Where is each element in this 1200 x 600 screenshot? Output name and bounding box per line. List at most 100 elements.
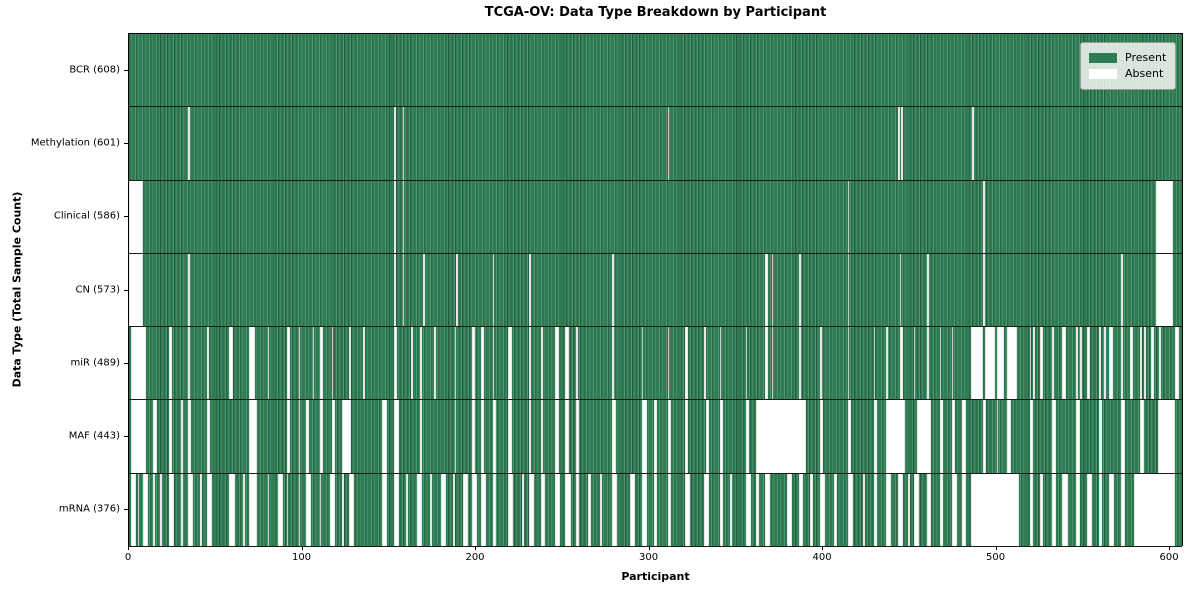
absent-stripe xyxy=(492,400,497,473)
absent-stripe xyxy=(982,180,985,253)
absent-stripe xyxy=(187,400,192,473)
absent-stripe xyxy=(641,400,647,473)
absent-stripe xyxy=(962,400,966,473)
absent-stripe xyxy=(298,327,301,400)
absent-stripe xyxy=(319,400,323,473)
x-tick-label-0: 0 xyxy=(124,552,132,563)
absent-stripe xyxy=(667,327,670,400)
absent-stripe xyxy=(1157,400,1176,473)
legend-item-present: Present xyxy=(1089,51,1167,65)
absent-stripe xyxy=(833,473,838,546)
absent-stripe xyxy=(612,327,614,400)
absent-stripe xyxy=(471,473,478,546)
y-tick-mark xyxy=(124,436,128,438)
absent-stripe xyxy=(873,327,876,400)
x-tick-mark xyxy=(995,546,997,550)
absent-stripe xyxy=(575,327,578,400)
absent-stripe xyxy=(142,473,149,546)
absent-stripe xyxy=(820,327,822,400)
absent-stripe xyxy=(764,253,769,327)
absent-stripe xyxy=(402,180,405,253)
absent-stripe xyxy=(286,400,291,473)
absent-stripe xyxy=(206,327,209,400)
absent-stripe xyxy=(653,400,658,473)
absent-stripe xyxy=(452,473,455,546)
x-tick-label-600: 600 xyxy=(1159,552,1179,563)
absent-stripe xyxy=(641,473,647,546)
absent-stripe xyxy=(565,473,571,546)
absent-stripe xyxy=(939,400,943,473)
absent-stripe xyxy=(180,473,183,546)
y-tick-label-cn: CN (573) xyxy=(75,284,120,295)
absent-stripe xyxy=(897,473,904,546)
absent-stripe xyxy=(575,400,580,473)
absent-stripe xyxy=(541,327,543,400)
absent-stripe xyxy=(480,473,486,546)
absent-stripe xyxy=(996,327,1004,400)
absent-stripe xyxy=(187,473,194,546)
present-swatch xyxy=(1089,53,1117,63)
absent-stripe xyxy=(393,327,398,400)
heatmap-row-bcr xyxy=(129,34,1182,108)
absent-stripe xyxy=(248,473,258,546)
absent-stripe xyxy=(423,253,426,327)
absent-stripe xyxy=(885,327,888,400)
absent-stripe xyxy=(1121,253,1124,327)
absent-stripe xyxy=(393,400,400,473)
absent-stripe xyxy=(771,327,774,400)
absent-swatch xyxy=(1089,69,1117,79)
absent-stripe xyxy=(847,180,850,253)
absent-stripe xyxy=(799,473,803,546)
heatmap-row-cn xyxy=(129,253,1182,328)
absent-stripe xyxy=(1156,253,1174,327)
absent-stripe xyxy=(187,327,190,400)
absent-stripe xyxy=(305,473,311,546)
absent-stripe xyxy=(1086,473,1092,546)
absent-stripe xyxy=(555,400,559,473)
absent-stripe xyxy=(1062,327,1066,400)
absent-stripe xyxy=(492,327,495,400)
absent-stripe xyxy=(160,473,162,546)
absent-stripe xyxy=(1104,327,1106,400)
absent-stripe xyxy=(243,473,246,546)
absent-stripe xyxy=(684,327,689,400)
x-tick-mark xyxy=(475,546,476,550)
absent-stripe xyxy=(575,473,580,546)
absent-stripe xyxy=(1029,473,1034,546)
absent-stripe xyxy=(667,400,672,473)
absent-stripe xyxy=(745,473,751,546)
absent-stripe xyxy=(565,400,569,473)
absent-stripe xyxy=(913,327,916,400)
absent-stripe xyxy=(764,473,770,546)
absent-stripe xyxy=(996,400,999,473)
absent-stripe xyxy=(612,400,616,473)
absent-stripe xyxy=(885,400,905,473)
y-tick-label-methylation: Methylation (601) xyxy=(30,137,120,149)
absent-stripe xyxy=(917,400,931,473)
absent-stripe xyxy=(1121,327,1124,400)
absent-stripe xyxy=(1052,473,1056,546)
absent-stripe xyxy=(705,400,710,473)
absent-stripe xyxy=(1133,473,1176,546)
heatmap-row-methylation xyxy=(129,107,1182,181)
y-tick-mark xyxy=(124,289,128,291)
y-tick-label-bcr: BCR (608) xyxy=(69,64,120,76)
absent-stripe xyxy=(153,473,155,546)
absent-stripe xyxy=(312,327,315,400)
absent-stripe xyxy=(970,473,1020,546)
absent-stripe xyxy=(480,400,485,473)
absent-stripe xyxy=(1052,327,1054,400)
absent-stripe xyxy=(206,473,213,546)
absent-stripe xyxy=(703,473,710,546)
absent-stripe xyxy=(137,473,140,546)
absent-stripe xyxy=(471,327,476,400)
absent-stripe xyxy=(799,253,801,327)
absent-stripe xyxy=(471,400,476,473)
x-axis-label: Participant xyxy=(621,570,690,583)
absent-stripe xyxy=(286,473,289,546)
absent-stripe xyxy=(1098,473,1103,546)
absent-stripe xyxy=(972,107,975,180)
absent-stripe xyxy=(130,327,147,400)
x-tick-mark xyxy=(822,546,824,550)
absent-stripe xyxy=(348,327,351,400)
